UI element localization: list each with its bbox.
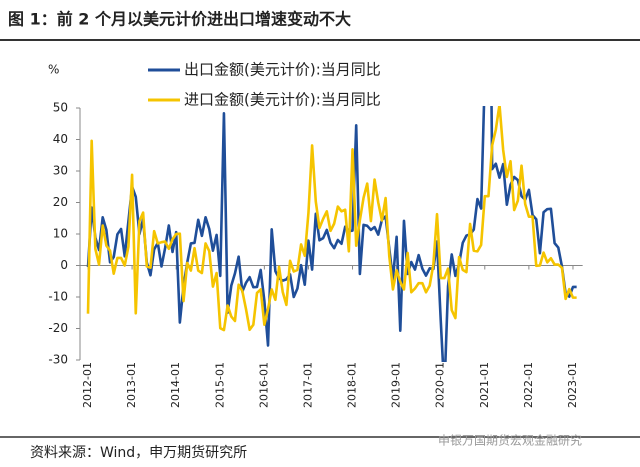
chart-title: 图 1：前 2 个月以美元计价进出口增速变动不大 [8, 10, 351, 29]
x-tick-label: 2023-01 [566, 362, 579, 408]
x-tick-label: 2019-01 [390, 362, 403, 408]
x-tick-label: 2014-01 [169, 362, 182, 408]
x-tick-label: 2017-01 [301, 362, 314, 408]
x-tick-label: 2021-01 [478, 362, 491, 408]
x-tick-label: 2020-01 [434, 362, 447, 408]
x-tick-label: 2015-01 [213, 362, 226, 408]
legend-label: 进口金额(美元计价):当月同比 [184, 91, 381, 109]
y-tick-label: 30 [53, 164, 68, 178]
y-unit: % [48, 63, 59, 77]
y-tick-label: 50 [53, 101, 68, 115]
y-tick-label: 10 [53, 227, 68, 241]
y-tick-label: 0 [60, 258, 68, 272]
series-line [86, 106, 577, 332]
x-tick-label: 2018-01 [346, 362, 359, 408]
x-tick-label: 2016-01 [257, 362, 270, 408]
series-line [86, 106, 577, 362]
y-tick-label: -10 [48, 290, 68, 304]
y-tick-label: 20 [53, 195, 68, 209]
plot [86, 106, 577, 362]
y-tick-label: -20 [48, 321, 68, 335]
watermark: 申银万国期货宏观金融研究 [438, 433, 582, 448]
source: 资料来源：Wind，申万期货研究所 [30, 444, 247, 461]
x-tick-label: 2012-01 [81, 362, 94, 408]
y-tick-label: 40 [53, 132, 68, 146]
x-tick-label: 2013-01 [125, 362, 138, 408]
y-tick-label: -30 [48, 353, 68, 367]
legend-label: 出口金额(美元计价):当月同比 [184, 61, 381, 79]
x-tick-label: 2022-01 [522, 362, 535, 408]
